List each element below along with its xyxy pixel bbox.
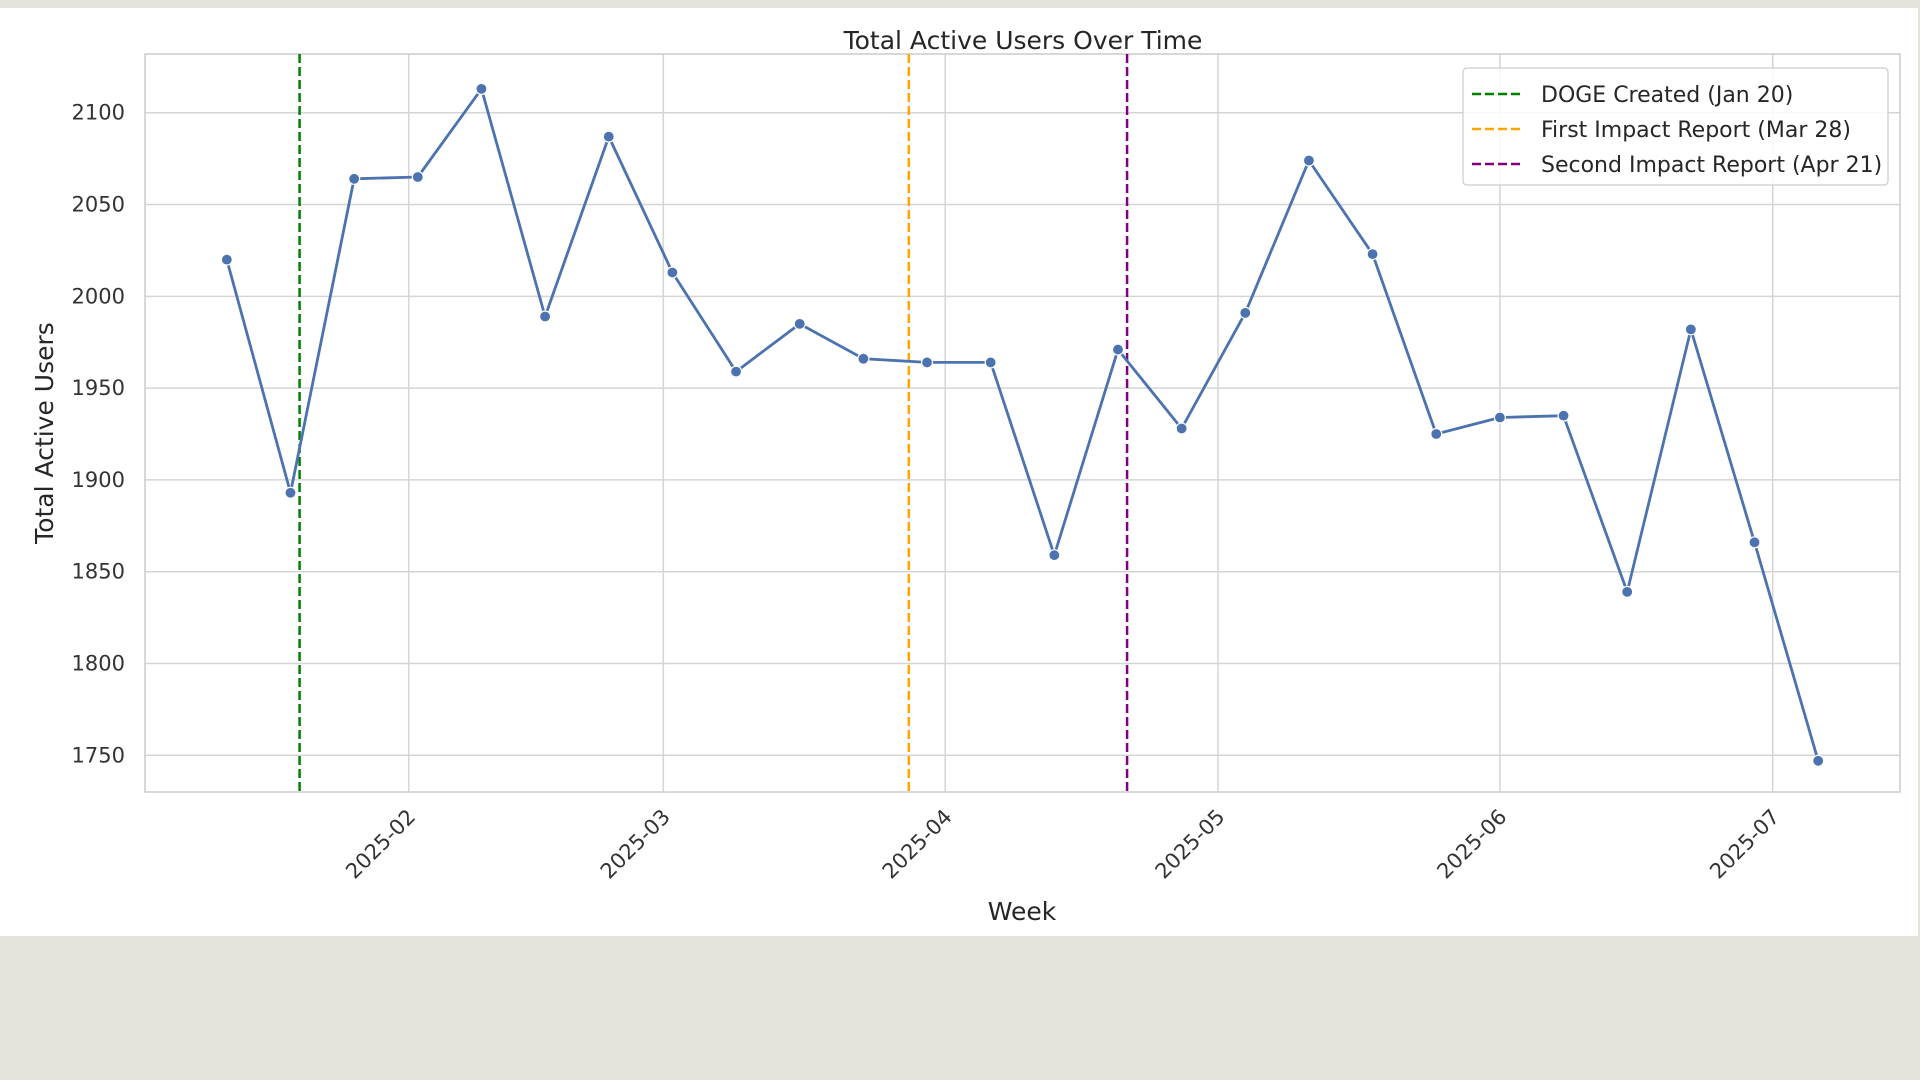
y-tick-label: 2050 xyxy=(72,193,125,217)
data-point xyxy=(1111,343,1125,356)
data-point xyxy=(348,172,361,185)
data-point xyxy=(475,82,488,95)
series-layer xyxy=(220,82,1825,767)
legend-label: Second Impact Report (Apr 21) xyxy=(1541,153,1882,178)
x-tick-label: 2025-03 xyxy=(596,805,675,884)
data-point xyxy=(1557,409,1570,422)
data-point xyxy=(1302,154,1316,167)
y-tick-label: 1800 xyxy=(72,651,125,675)
data-point xyxy=(920,356,934,369)
y-tick-label: 2100 xyxy=(72,101,125,125)
x-axis-label: Week xyxy=(988,897,1057,926)
y-tick-label: 1950 xyxy=(72,376,125,400)
data-point xyxy=(220,253,233,266)
data-point xyxy=(1812,754,1825,767)
y-axis-ticks: 1750 1800 1850 1900 1950 2000 2050 2100 xyxy=(72,101,125,768)
data-point xyxy=(1239,306,1252,319)
data-point xyxy=(1748,536,1761,549)
data-point xyxy=(1048,549,1061,562)
data-point xyxy=(984,356,997,369)
chart-figure: Total Active Users Over Time 1750 1800 185… xyxy=(0,8,1918,936)
y-tick-label: 1900 xyxy=(72,468,125,492)
y-axis-label: Total Active Users xyxy=(30,322,59,545)
chart-canvas: Total Active Users Over Time 1750 1800 185… xyxy=(30,26,1901,926)
series-line xyxy=(225,87,1820,762)
y-tick-label: 1850 xyxy=(72,560,125,584)
x-tick-label: 2025-02 xyxy=(341,805,420,884)
legend: DOGE Created (Jan 20) First Impact Report… xyxy=(1462,67,1889,186)
data-point xyxy=(793,317,806,330)
data-point xyxy=(1430,427,1443,441)
data-point xyxy=(1621,585,1634,598)
x-tick-label: 2025-06 xyxy=(1432,805,1511,884)
data-point xyxy=(1366,248,1379,261)
x-axis-ticks: 2025-02 2025-03 2025-04 2025-05 2025-06 2025-… xyxy=(341,805,1784,884)
data-point xyxy=(1684,323,1697,336)
chart-title: Total Active Users Over Time xyxy=(843,26,1203,55)
data-point xyxy=(539,310,552,323)
x-tick-label: 2025-07 xyxy=(1705,805,1784,884)
legend-box xyxy=(1462,67,1889,186)
data-point xyxy=(411,170,424,184)
data-point xyxy=(284,486,297,499)
data-point xyxy=(729,365,743,378)
data-point xyxy=(666,266,679,279)
plot-area xyxy=(144,53,1901,793)
data-point xyxy=(602,130,615,143)
y-tick-label: 2000 xyxy=(72,284,125,308)
x-tick-label: 2025-05 xyxy=(1151,805,1230,884)
data-point xyxy=(1493,411,1506,424)
legend-items: DOGE Created (Jan 20) First Impact Report… xyxy=(1472,83,1882,178)
data-point xyxy=(1175,422,1188,435)
y-tick-label: 1750 xyxy=(72,743,125,767)
legend-label: DOGE Created (Jan 20) xyxy=(1541,83,1793,108)
legend-label: First Impact Report (Mar 28) xyxy=(1541,118,1851,143)
x-tick-label: 2025-04 xyxy=(878,805,957,884)
event-lines xyxy=(298,54,1129,792)
data-point xyxy=(857,352,870,365)
